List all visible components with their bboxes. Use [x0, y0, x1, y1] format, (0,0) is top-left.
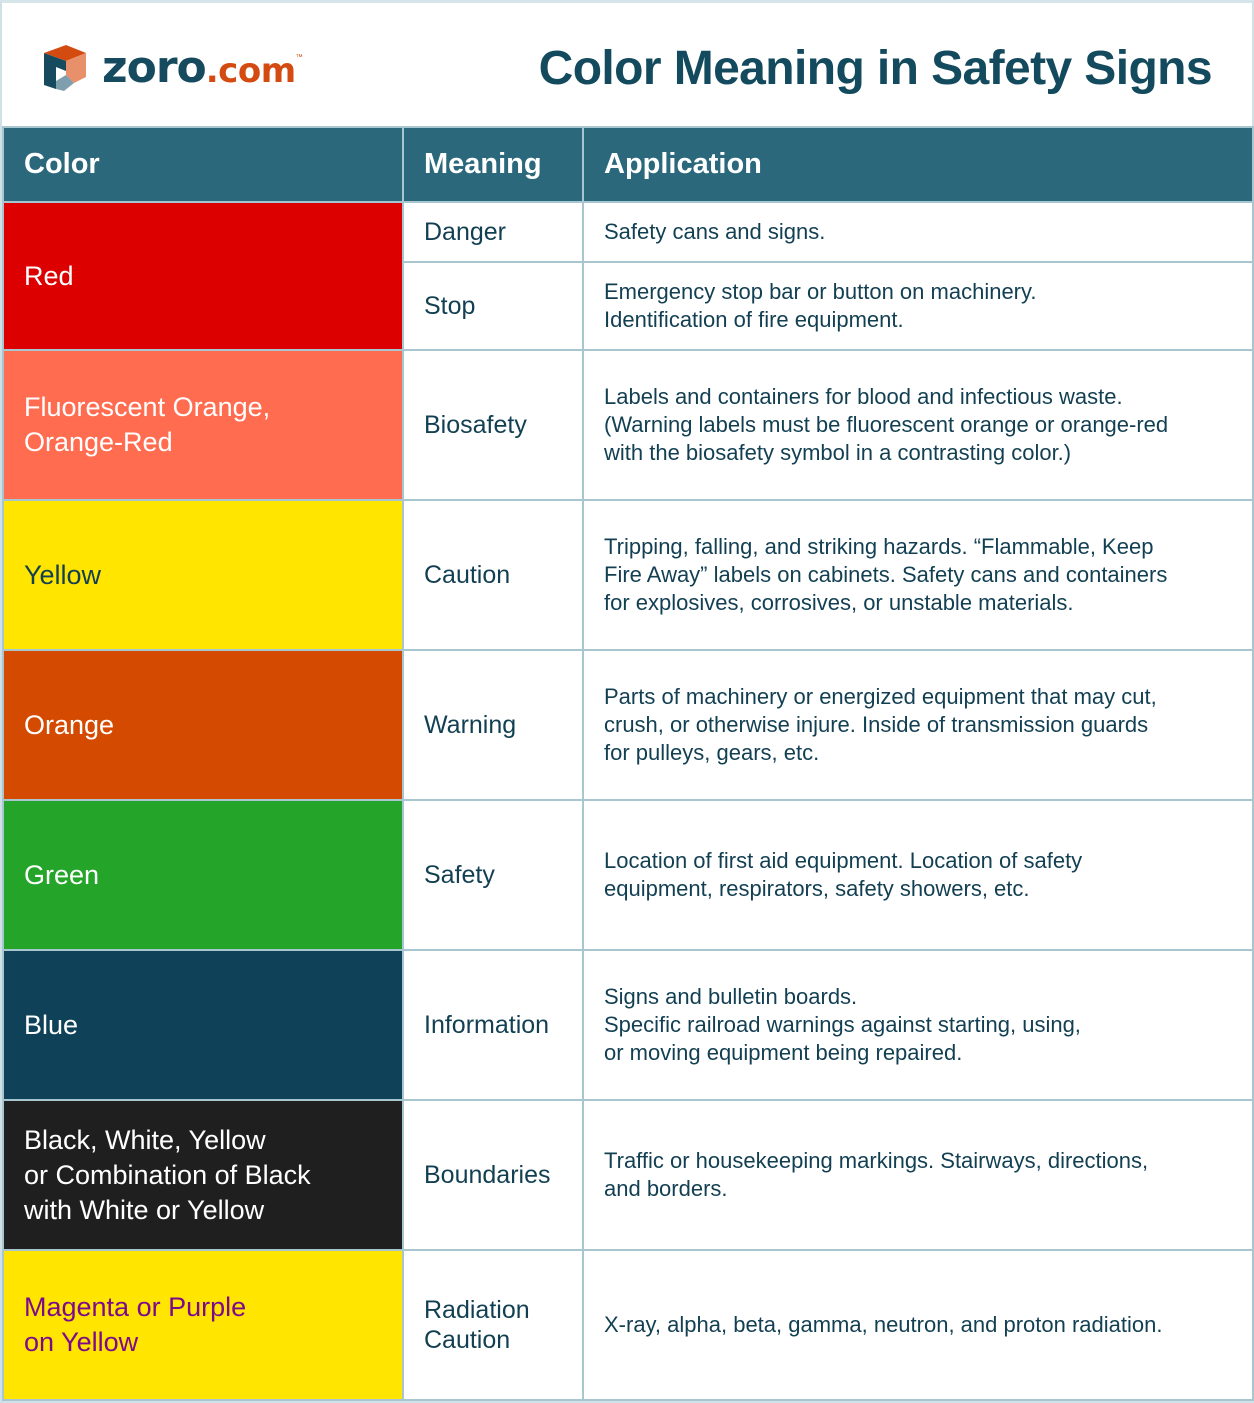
- meaning-cell: Boundaries: [402, 1099, 584, 1251]
- column-header-application: Application: [582, 126, 1254, 203]
- application-text: and borders.: [604, 1176, 728, 1201]
- page-title: Color Meaning in Safety Signs: [538, 42, 1213, 95]
- table-row: Magenta or Purple on Yellow Radiation Cauti…: [2, 1249, 1254, 1401]
- application-text: Labels and containers for blood and infe…: [604, 384, 1123, 409]
- application-text: Location of first aid equipment. Locatio…: [604, 848, 1083, 873]
- logo-domain: .com: [205, 51, 296, 91]
- color-name: with White or Yellow: [24, 1194, 265, 1225]
- logo-trademark: ™: [295, 54, 303, 61]
- application-text: with the biosafety symbol in a contrasti…: [604, 440, 1072, 465]
- table-row: Blue Information Signs and bulletin boards…: [2, 949, 1254, 1101]
- color-swatch-cell: Black, White, Yellow or Combination of Bl…: [2, 1099, 404, 1251]
- meaning-label: Warning: [424, 711, 517, 739]
- table-row: Yellow Caution Tripping, falling, and stri…: [2, 499, 1254, 651]
- column-header-color: Color: [2, 126, 404, 203]
- application-text: Traffic or housekeeping markings. Stairw…: [604, 1148, 1149, 1173]
- application-text: (Warning labels must be fluorescent oran…: [604, 412, 1169, 437]
- meaning-cell: Safety: [402, 799, 584, 951]
- color-swatch-cell: Fluorescent Orange, Orange-Red: [2, 349, 404, 501]
- application-text: Safety cans and signs.: [604, 219, 826, 244]
- application-cell: Traffic or housekeeping markings. Stairw…: [582, 1099, 1254, 1251]
- meaning-label: Safety: [424, 861, 495, 889]
- application-text: crush, or otherwise injure. Inside of tr…: [604, 712, 1149, 737]
- zoro-logo: zoro .com ™: [40, 40, 303, 96]
- application-cell: Location of first aid equipment. Locatio…: [582, 799, 1254, 951]
- meaning-label: Stop: [424, 292, 476, 320]
- color-name: Black, White, Yellow: [24, 1124, 266, 1155]
- meaning-label: Caution: [424, 1326, 511, 1354]
- meaning-cell: Radiation Caution: [402, 1249, 584, 1401]
- application-cell: Parts of machinery or energized equipmen…: [582, 649, 1254, 801]
- color-name: Yellow: [24, 559, 102, 590]
- meaning-label: Danger: [424, 218, 506, 246]
- meaning-label: Caution: [424, 561, 511, 589]
- table-body: Red Danger Safety cans and signs. Stop Emerg…: [2, 201, 1254, 1401]
- meaning-cell: Information: [402, 949, 584, 1101]
- application-text: Parts of machinery or energized equipmen…: [604, 684, 1157, 709]
- color-swatch-cell: Orange: [2, 649, 404, 801]
- application-text: Signs and bulletin boards.: [604, 984, 858, 1009]
- color-name: Green: [24, 859, 100, 890]
- application-cell: Tripping, falling, and striking hazards.…: [582, 499, 1254, 651]
- logo-wordmark: zoro: [102, 42, 207, 93]
- application-text: Specific railroad warnings against start…: [604, 1012, 1081, 1037]
- color-swatch-cell: Green: [2, 799, 404, 951]
- application-cell: X-ray, alpha, beta, gamma, neutron, and …: [582, 1249, 1254, 1401]
- color-name: Orange: [24, 709, 115, 740]
- application-text: or moving equipment being repaired.: [604, 1040, 963, 1065]
- color-name: Blue: [24, 1009, 79, 1040]
- header: zoro .com ™ Color Meaning in Safety Sign…: [0, 0, 1254, 126]
- table-row: Green Safety Location of first aid equipme…: [2, 799, 1254, 951]
- application-text: for explosives, corrosives, or unstable …: [604, 590, 1074, 615]
- application-cell: Safety cans and signs.: [582, 201, 1254, 263]
- application-cell: Emergency stop bar or button on machiner…: [582, 261, 1254, 351]
- table-row: Fluorescent Orange, Orange-Red Biosafety La…: [2, 349, 1254, 501]
- meaning-cell: Warning: [402, 649, 584, 801]
- color-name: Magenta or Purple: [24, 1292, 247, 1322]
- color-name: on Yellow: [24, 1327, 139, 1357]
- application-cell: Signs and bulletin boards. Specific railr…: [582, 949, 1254, 1101]
- meaning-cell: Caution: [402, 499, 584, 651]
- application-text: Tripping, falling, and striking hazards.…: [604, 534, 1154, 559]
- table-row: Red Danger Safety cans and signs.: [2, 201, 1254, 351]
- color-swatch-cell: Magenta or Purple on Yellow: [2, 1249, 404, 1401]
- application-cell: Labels and containers for blood and infe…: [582, 349, 1254, 501]
- application-text: X-ray, alpha, beta, gamma, neutron, and …: [604, 1312, 1163, 1337]
- column-header-meaning: Meaning: [402, 126, 584, 203]
- application-text: equipment, respirators, safety showers, …: [604, 876, 1030, 901]
- color-swatch-cell: Blue: [2, 949, 404, 1101]
- cube-logo-icon: [44, 45, 86, 91]
- safety-color-table: Color Meaning Application Red Danger Safet…: [2, 126, 1254, 1401]
- meaning-label: Information: [424, 1011, 550, 1039]
- meaning-label: Boundaries: [424, 1161, 551, 1189]
- meaning-label: Biosafety: [424, 411, 527, 439]
- application-text: Fire Away” labels on cabinets. Safety ca…: [604, 562, 1168, 587]
- meaning-cell: Stop: [402, 261, 584, 351]
- meaning-label: Radiation: [424, 1296, 530, 1324]
- application-text: Identification of fire equipment.: [604, 307, 904, 332]
- color-swatch-cell: Red: [2, 201, 404, 351]
- color-name: Fluorescent Orange,: [24, 392, 271, 422]
- color-name: Orange-Red: [24, 427, 173, 457]
- meaning-cell: Biosafety: [402, 349, 584, 501]
- table-row: Orange Warning Parts of machinery or energ…: [2, 649, 1254, 801]
- table-header-row: Color Meaning Application: [2, 126, 1254, 203]
- color-name: Red: [24, 260, 74, 291]
- color-swatch-cell: Yellow: [2, 499, 404, 651]
- table-row: Stop Emergency stop bar or button on mach…: [3, 261, 1254, 351]
- application-text: Emergency stop bar or button on machiner…: [604, 279, 1037, 304]
- application-text: for pulleys, gears, etc.: [604, 740, 820, 765]
- meaning-cell: Danger: [402, 201, 584, 263]
- color-name: or Combination of Black: [24, 1159, 311, 1190]
- table-row: Black, White, Yellow or Combination of Bl…: [2, 1099, 1254, 1251]
